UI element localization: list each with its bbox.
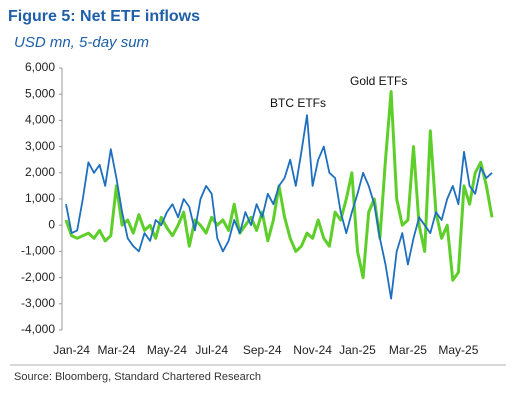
x-tick-label: Nov-24: [293, 343, 332, 357]
x-tick-label: Mar-24: [97, 343, 135, 357]
x-tick-label: Jan-24: [53, 343, 90, 357]
y-tick-label: -2,000: [21, 270, 55, 284]
x-tick-label: May-25: [438, 343, 478, 357]
annotation: BTC ETFs: [270, 96, 326, 110]
x-tick-label: Mar-25: [389, 343, 427, 357]
y-tick-label: 4,000: [25, 113, 55, 127]
y-tick-label: 3,000: [25, 139, 55, 153]
chart-subtitle: USD mn, 5-day sum: [14, 34, 149, 51]
y-tick-label: 6,000: [25, 60, 55, 74]
y-tick-label: 0: [48, 217, 55, 231]
y-tick-label: -3,000: [21, 296, 55, 310]
x-tick-label: Jan-25: [339, 343, 376, 357]
y-tick-label: 2,000: [25, 165, 55, 179]
x-tick-label: May-24: [147, 343, 187, 357]
x-tick-label: Sep-24: [243, 343, 282, 357]
x-tick-label: Jul-24: [195, 343, 228, 357]
chart-title: Figure 5: Net ETF inflows: [8, 8, 200, 25]
y-tick-label: 1,000: [25, 191, 55, 205]
annotation: Gold ETFs: [350, 74, 407, 88]
source: Source: Bloomberg, Standard Chartered Re…: [14, 371, 261, 383]
y-tick-label: 5,000: [25, 86, 55, 100]
y-tick-label: -4,000: [21, 322, 55, 336]
y-tick-label: -1,000: [21, 244, 55, 258]
line-series: [65, 114, 493, 300]
